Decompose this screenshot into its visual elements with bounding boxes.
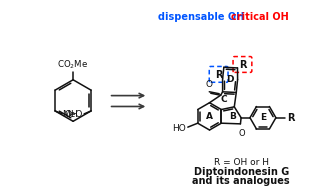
Text: HO: HO	[172, 124, 186, 133]
Text: critical OH: critical OH	[231, 12, 289, 22]
Text: A: A	[206, 112, 213, 121]
Text: and its analogues: and its analogues	[192, 176, 290, 186]
Text: CO$_2$Me: CO$_2$Me	[57, 58, 89, 71]
Text: B: B	[229, 112, 236, 121]
Text: OH: OH	[64, 110, 78, 119]
Text: D: D	[226, 75, 234, 84]
Text: E: E	[260, 113, 266, 122]
Text: O: O	[238, 129, 245, 138]
Text: R = OH or H: R = OH or H	[214, 158, 269, 167]
Text: C: C	[221, 95, 227, 104]
Text: R: R	[215, 70, 222, 80]
Text: R: R	[287, 113, 294, 123]
Text: Diptoindonesin G: Diptoindonesin G	[194, 167, 289, 177]
Text: O: O	[205, 80, 212, 89]
Text: R: R	[239, 60, 246, 70]
Text: MeO: MeO	[62, 110, 82, 119]
Text: dispensable OH: dispensable OH	[158, 12, 244, 22]
